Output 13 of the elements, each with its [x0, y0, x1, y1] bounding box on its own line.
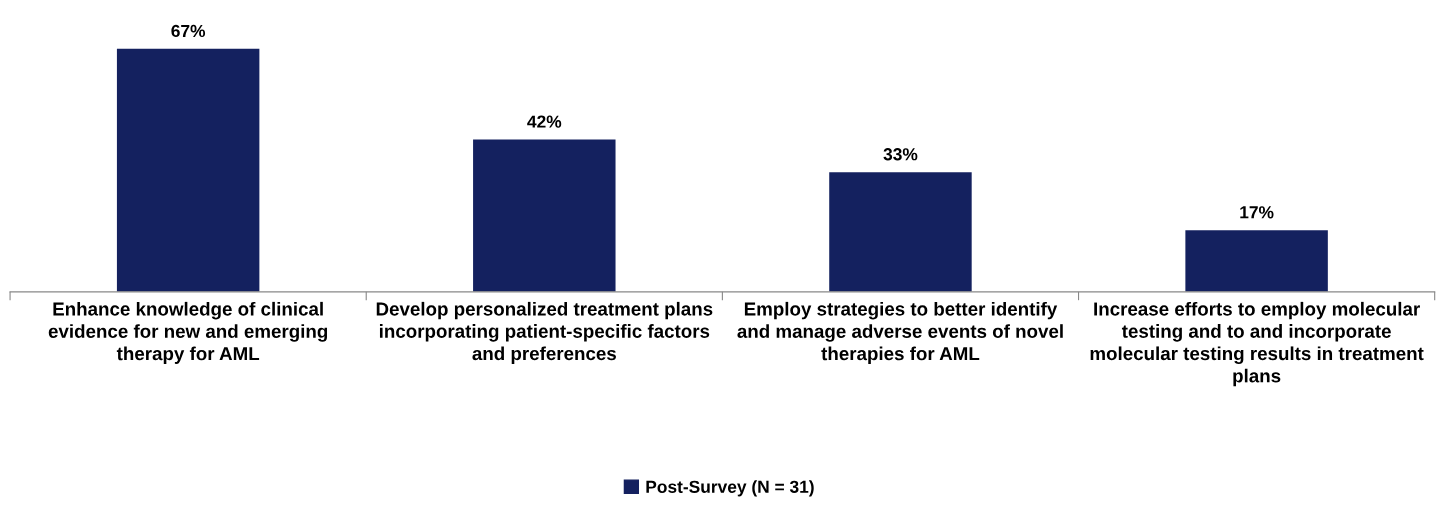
data-label: 42%: [527, 115, 562, 128]
legend-label: Post-Survey (N = 31): [646, 480, 814, 497]
x-tick-label: Enhance knowledge of clinical evidence for new and emerging therapy for AML: [48, 301, 328, 364]
bar: [473, 139, 616, 292]
x-tick-label: Increase efforts to employ molecular testing and to and incorporate molecular testing results in treatment plans: [1090, 301, 1424, 387]
data-label: 33%: [883, 148, 918, 161]
bar: [116, 48, 260, 292]
data-label: 67%: [171, 24, 206, 38]
bar: [829, 172, 972, 292]
bar: [1185, 230, 1328, 292]
x-tick-label: Employ strategies to better identify and manage adverse events of novel therapies for AML: [737, 301, 1063, 364]
data-label: 17%: [1240, 206, 1274, 219]
x-tick-label: Develop personalized treatment plans incorporating patient-specific factors and preferences: [376, 301, 713, 364]
